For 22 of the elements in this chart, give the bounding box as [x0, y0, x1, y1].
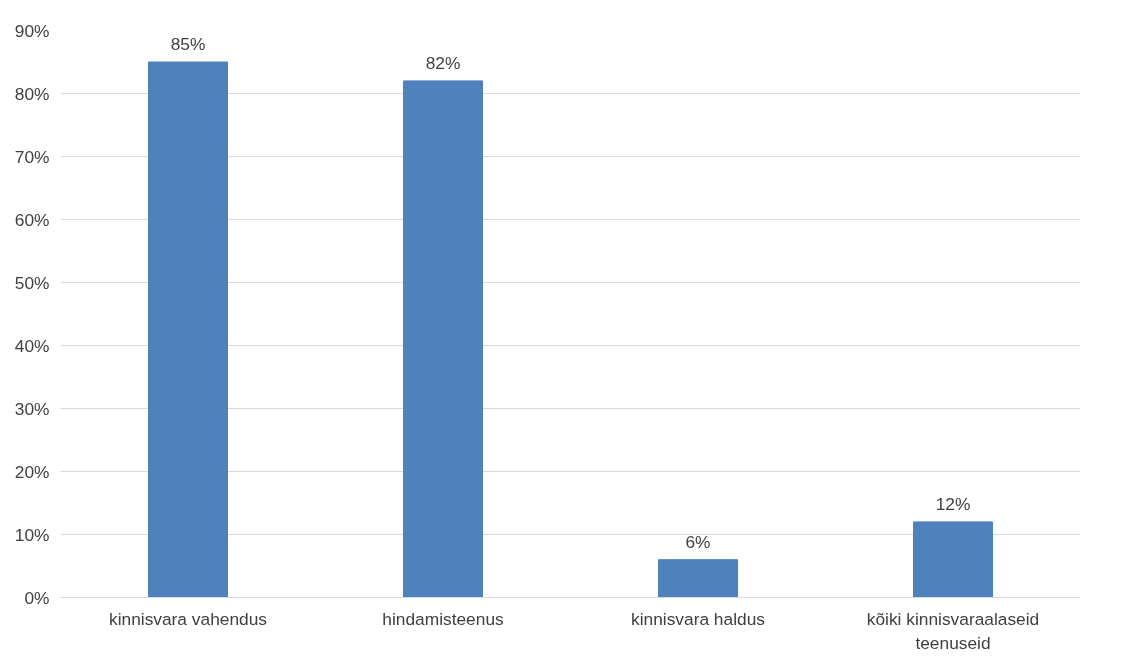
bar [912, 521, 994, 598]
y-tick-label: 20% [14, 461, 50, 482]
y-tick-label: 50% [14, 272, 50, 293]
data-label: 6% [685, 531, 711, 552]
x-tick-label: kinnisvara vahendus [109, 608, 268, 629]
y-tick-label: 10% [14, 524, 50, 545]
y-tick-label: 90% [14, 20, 50, 41]
y-tick-label: 70% [14, 146, 50, 167]
y-tick-label: 30% [14, 398, 50, 419]
data-label: 85% [170, 34, 206, 54]
data-label: 82% [425, 52, 461, 73]
bar [402, 80, 484, 598]
x-tick-label: hindamisteenus [382, 608, 505, 629]
y-tick-label: 60% [14, 209, 50, 230]
data-label: 12% [935, 493, 971, 514]
y-tick-label: 40% [14, 335, 50, 356]
x-tick-label: kinnisvara haldus [631, 608, 766, 629]
bar [657, 559, 739, 598]
y-tick-label: 0% [24, 587, 50, 608]
x-tick-label: kõiki kinnisvaraalaseid teenuseid [866, 608, 1040, 653]
y-tick-label: 80% [14, 83, 50, 104]
bar [147, 61, 229, 598]
